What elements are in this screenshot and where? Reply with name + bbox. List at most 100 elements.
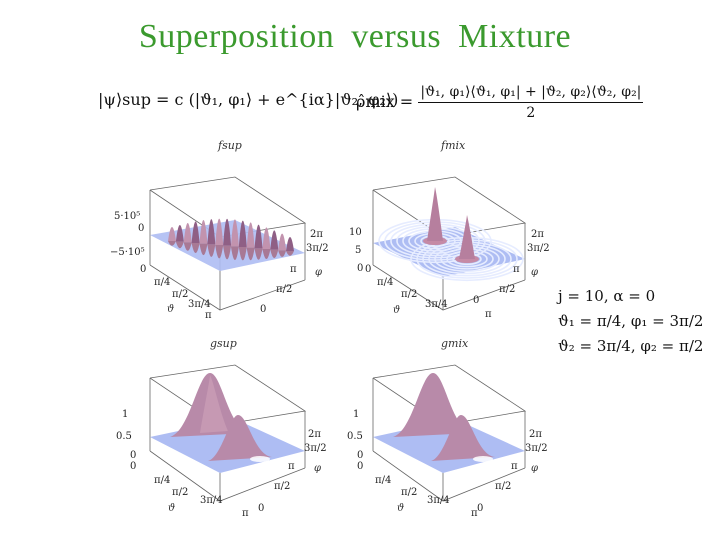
phi-tick: π/2 <box>276 284 292 295</box>
gaussian-peak-1 <box>170 373 250 437</box>
ridge-wave <box>191 243 200 254</box>
theta-axis-label: ϑ <box>167 304 174 315</box>
ridge-wave <box>215 218 224 245</box>
theta-tick: π/4 <box>154 277 170 288</box>
gaussian-peak-1 <box>393 373 473 437</box>
theta-tick: π/4 <box>375 475 391 486</box>
ridge-wave <box>270 230 279 250</box>
theta-tick: π/2 <box>172 487 188 498</box>
ridge-wave <box>286 237 294 251</box>
theta-tick: π/2 <box>401 289 417 300</box>
mixture-formula: ρ̂mix = |ϑ₁, φ₁⟩⟨ϑ₁, φ₁| + |ϑ₂, φ₂⟩⟨ϑ₂, … <box>356 84 644 121</box>
ridge-wave <box>175 224 184 242</box>
theta-tick: 3π/4 <box>200 495 223 506</box>
theta-axis-label: ϑ <box>168 503 175 514</box>
phi-tick: 0 <box>477 503 483 514</box>
ridge-wave <box>246 247 255 261</box>
ridge-wave <box>191 221 200 243</box>
phi-tick: π/2 <box>274 481 290 492</box>
ridge-wave <box>262 249 271 260</box>
phi-tick: 2π <box>531 229 544 240</box>
theta-tick: π/2 <box>172 289 188 300</box>
slide-title: Superposition versus Mixture <box>138 18 572 55</box>
theta-tick: π <box>242 508 249 519</box>
ridge-wave <box>183 223 192 243</box>
phi-axis-label: φ <box>314 463 321 474</box>
phi-tick: 0 <box>260 304 266 315</box>
phi-tick: π/2 <box>499 284 515 295</box>
theta-tick: π/2 <box>401 487 417 498</box>
ridge-wave <box>254 248 263 260</box>
gaussian-peak-2 <box>208 415 272 462</box>
superposition-formula: |ψ⟩sup = c (|ϑ₁, φ₁⟩ + e^{iα}|ϑ₂, φ₂⟩) <box>98 90 399 109</box>
phi-tick: 3π/2 <box>525 443 548 454</box>
ridge-wave <box>262 227 271 249</box>
ridge-wave <box>223 245 232 260</box>
phi-tick: 0 <box>258 503 264 514</box>
theta-tick: 0 <box>140 264 146 275</box>
theta-tick: 3π/4 <box>425 299 448 310</box>
ridge-wave <box>207 244 216 257</box>
parameter-list: j = 10, α = 0 ϑ₁ = π/4, φ₁ = 3π/2 ϑ₂ = 3… <box>558 284 703 359</box>
theta-tick: π/4 <box>377 277 393 288</box>
theta-tick: π <box>485 309 492 320</box>
z-tick: 1 <box>353 409 359 420</box>
theta-tick: π <box>205 310 212 321</box>
phi-tick: 2π <box>529 429 542 440</box>
phi-tick: π <box>288 461 295 472</box>
plot-f-sup: fsup 5·10⁵ 0 −5·10⁵ 0 π/4 π/2 3π/4 π ϑ 2… <box>110 135 335 325</box>
ridge-wave <box>207 219 216 245</box>
mixture-numerator: |ϑ₁, φ₁⟩⟨ϑ₁, φ₁| + |ϑ₂, φ₂⟩⟨ϑ₂, φ₂| <box>418 84 644 103</box>
phi-tick: 2π <box>308 429 321 440</box>
theta-tick: π <box>471 508 478 519</box>
phi-tick: 2π <box>310 229 323 240</box>
parameter-line-2: ϑ₁ = π/4, φ₁ = 3π/2 <box>558 312 704 330</box>
surface-g-sup: 1 0.5 0 0 π/4 π/2 3π/4 π ϑ 2π 3π/2 π π/2… <box>116 364 327 519</box>
peak-2 <box>455 215 479 263</box>
z-tick: 5·10⁵ <box>114 211 140 222</box>
z-tick: 0 <box>357 263 363 274</box>
theta-tick: 3π/4 <box>427 495 450 506</box>
ridge-wave <box>254 224 263 249</box>
phi-tick: 3π/2 <box>304 443 327 454</box>
theta-tick: 0 <box>365 264 371 275</box>
theta-axis-label: ϑ <box>393 305 400 316</box>
ridge-wave <box>215 245 224 259</box>
surface-f-mix: 10 5 0 0 π/4 π/2 3π/4 π ϑ 2π 3π/2 π π/2 … <box>349 176 550 320</box>
ridge-wave <box>270 249 279 259</box>
ridge-wave <box>238 247 247 261</box>
phi-axis-label: φ <box>531 267 538 278</box>
ridge-wave <box>199 220 208 244</box>
phi-tick: 3π/2 <box>527 243 550 254</box>
phi-tick: π <box>513 264 520 275</box>
theta-tick: 0 <box>130 461 136 472</box>
theta-axis-label: ϑ <box>397 503 404 514</box>
ridge-wave <box>168 227 176 241</box>
z-tick: −5·10⁵ <box>110 247 145 258</box>
z-tick: 0.5 <box>347 431 363 442</box>
phi-axis-label: φ <box>531 463 538 474</box>
z-tick: 10 <box>349 227 362 238</box>
ridge-wave <box>168 241 176 246</box>
mixture-lhs: ρ̂mix = <box>356 92 414 111</box>
gaussian-peak-2 <box>431 415 495 462</box>
surface-f-sup: 5·10⁵ 0 −5·10⁵ 0 π/4 π/2 3π/4 π ϑ 2π 3π/… <box>110 176 329 321</box>
mixture-denominator: 2 <box>526 105 536 121</box>
ridge-wave <box>246 222 255 248</box>
phi-tick: 0 <box>473 295 479 306</box>
theta-tick: π/4 <box>154 475 170 486</box>
theta-tick: 3π/4 <box>188 299 211 310</box>
box-frame <box>372 176 527 311</box>
ridge-wave <box>286 251 294 256</box>
z-tick: 1 <box>122 409 128 420</box>
phi-tick: 3π/2 <box>306 243 329 254</box>
theta-tick: 0 <box>357 461 363 472</box>
z-tick: 0 <box>357 450 363 461</box>
ridge-wave <box>278 233 287 251</box>
phi-tick: π <box>290 264 297 275</box>
phi-axis-label: φ <box>315 267 322 278</box>
ridge-wave <box>278 250 287 257</box>
plot-label-f-sup: fsup <box>218 139 242 152</box>
phi-tick: π/2 <box>495 481 511 492</box>
ridge-wave <box>230 219 239 247</box>
